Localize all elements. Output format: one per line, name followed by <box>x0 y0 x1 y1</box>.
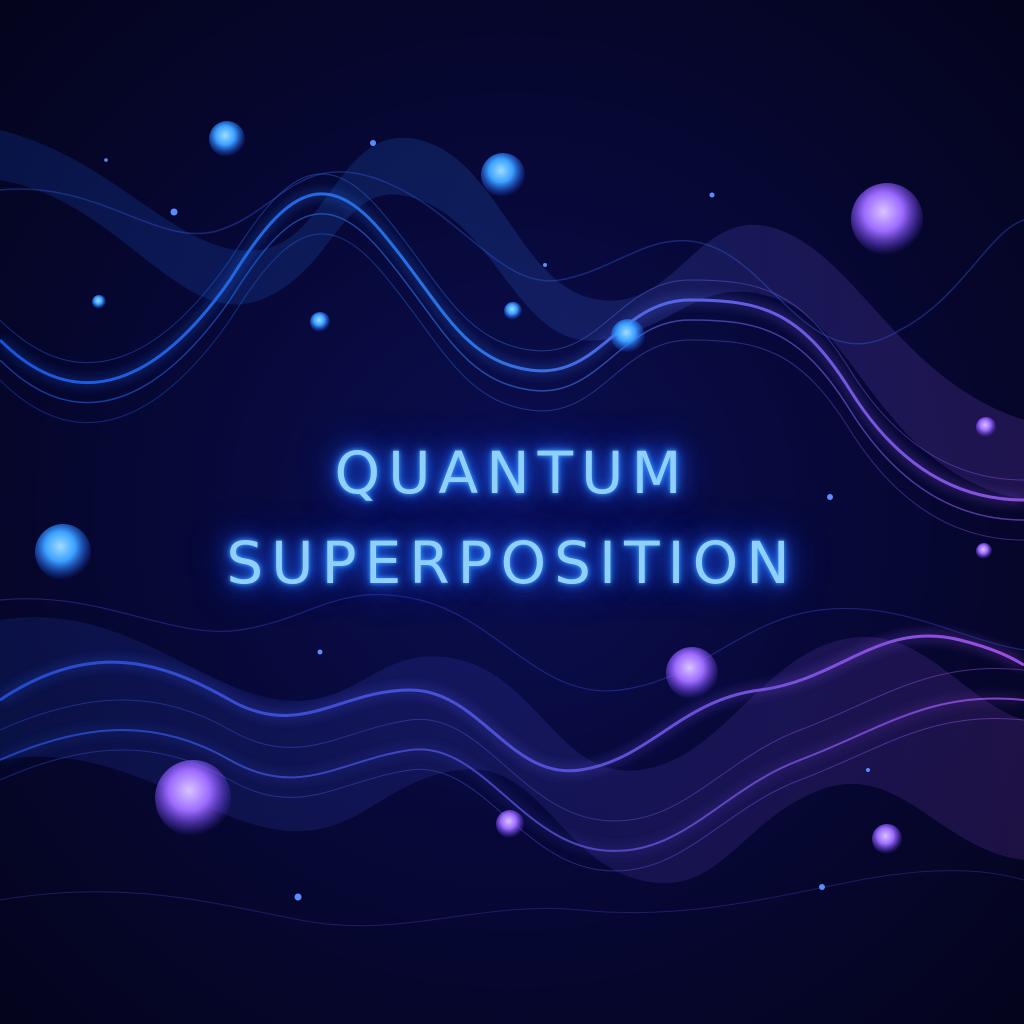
orb <box>310 312 330 332</box>
lower-wave-ribbon <box>0 593 1024 927</box>
headline-superposition: SUPERPOSITION <box>226 529 798 597</box>
orb <box>611 319 645 353</box>
orb <box>851 183 923 255</box>
orb <box>504 302 522 320</box>
orb <box>35 524 91 580</box>
orb <box>496 810 524 838</box>
sparkle-dots <box>104 140 870 901</box>
orb <box>481 153 525 197</box>
orb <box>872 824 902 854</box>
orb-cluster <box>35 121 996 854</box>
orb <box>976 417 996 437</box>
orb <box>92 295 106 309</box>
orb <box>976 543 992 559</box>
orb <box>155 760 231 836</box>
orb <box>209 121 245 157</box>
orb <box>666 647 718 699</box>
headline-quantum: QUANTUM <box>334 439 690 507</box>
upper-wave-ribbon <box>0 130 1024 541</box>
